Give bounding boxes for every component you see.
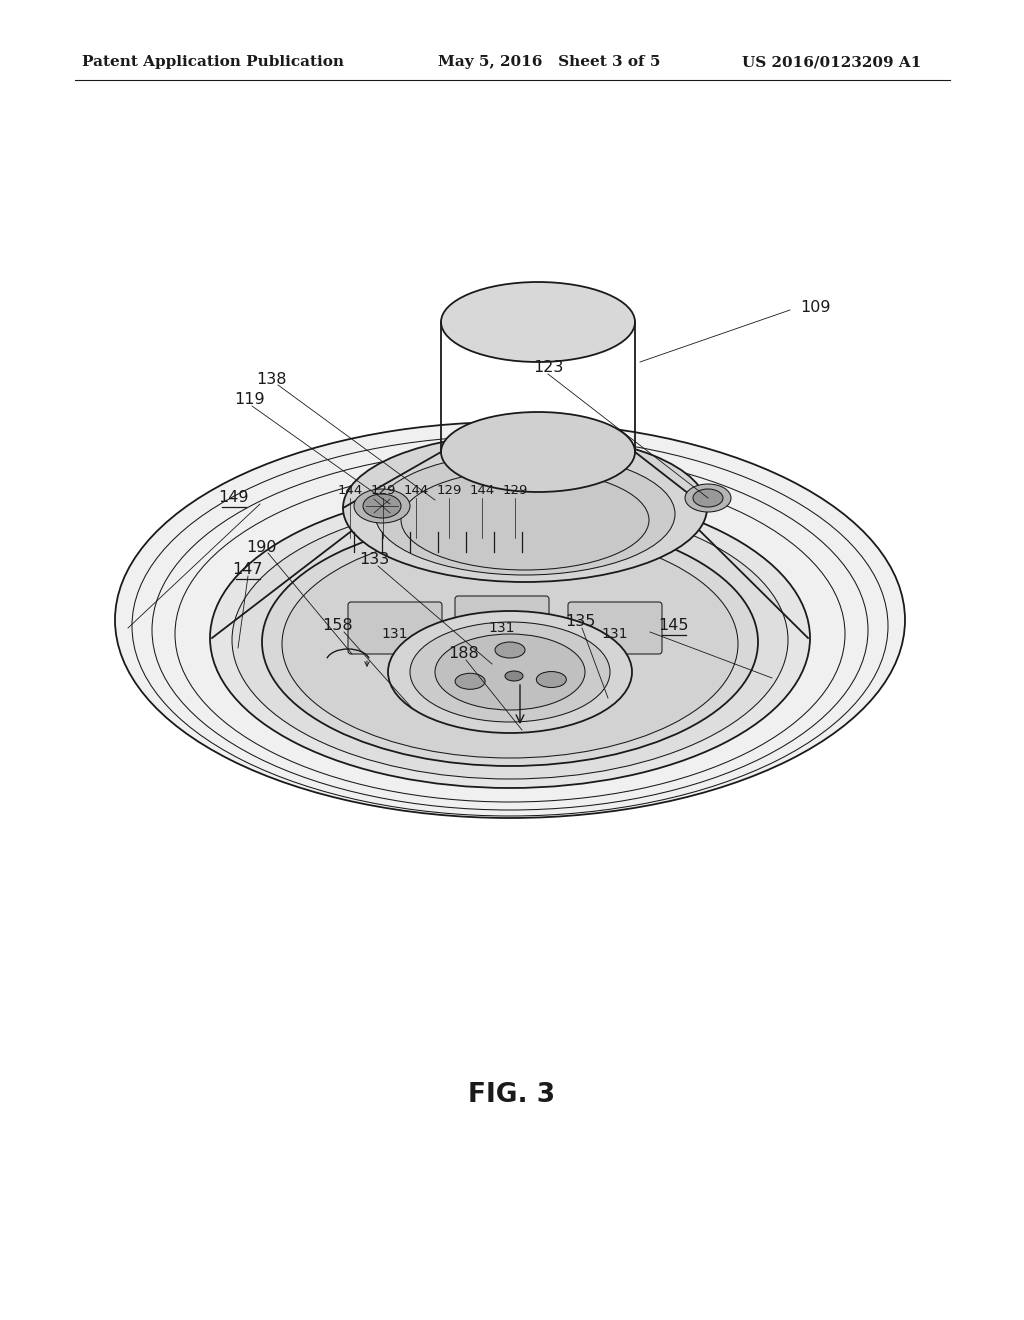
Text: US 2016/0123209 A1: US 2016/0123209 A1	[742, 55, 922, 69]
Text: 138: 138	[257, 372, 288, 388]
Ellipse shape	[375, 453, 675, 576]
Text: May 5, 2016   Sheet 3 of 5: May 5, 2016 Sheet 3 of 5	[438, 55, 660, 69]
Text: 149: 149	[219, 491, 249, 506]
Text: 158: 158	[323, 619, 353, 634]
Text: 131: 131	[382, 627, 409, 642]
Text: Patent Application Publication: Patent Application Publication	[82, 55, 344, 69]
Ellipse shape	[441, 412, 635, 492]
Text: 147: 147	[232, 562, 263, 578]
Text: 129: 129	[503, 483, 527, 496]
Text: 131: 131	[602, 627, 629, 642]
Text: 133: 133	[358, 553, 389, 568]
Ellipse shape	[441, 282, 635, 362]
Ellipse shape	[505, 671, 523, 681]
Ellipse shape	[210, 488, 810, 788]
Text: 145: 145	[658, 619, 689, 634]
FancyBboxPatch shape	[348, 602, 442, 653]
Text: 190: 190	[247, 540, 278, 554]
FancyBboxPatch shape	[455, 597, 549, 648]
Ellipse shape	[362, 494, 401, 517]
Text: 144: 144	[337, 483, 362, 496]
Ellipse shape	[388, 611, 632, 733]
Text: 119: 119	[234, 392, 265, 408]
Text: 109: 109	[800, 301, 830, 315]
FancyBboxPatch shape	[568, 602, 662, 653]
Ellipse shape	[401, 470, 649, 570]
Text: FIG. 3: FIG. 3	[468, 1082, 556, 1107]
Text: 131: 131	[488, 620, 515, 635]
Text: 129: 129	[371, 483, 395, 496]
Ellipse shape	[693, 488, 723, 507]
Ellipse shape	[343, 434, 707, 582]
Ellipse shape	[232, 502, 788, 779]
Ellipse shape	[115, 422, 905, 818]
Ellipse shape	[354, 488, 410, 523]
Text: 135: 135	[565, 615, 595, 630]
Text: 144: 144	[403, 483, 429, 496]
Ellipse shape	[262, 517, 758, 766]
Ellipse shape	[282, 531, 738, 758]
Ellipse shape	[410, 622, 610, 722]
Text: 144: 144	[469, 483, 495, 496]
Ellipse shape	[685, 484, 731, 512]
Text: 188: 188	[449, 647, 479, 661]
Text: 129: 129	[436, 483, 462, 496]
Ellipse shape	[537, 672, 566, 688]
Ellipse shape	[495, 642, 525, 657]
Text: 123: 123	[532, 360, 563, 375]
Ellipse shape	[435, 634, 585, 710]
Ellipse shape	[455, 673, 485, 689]
